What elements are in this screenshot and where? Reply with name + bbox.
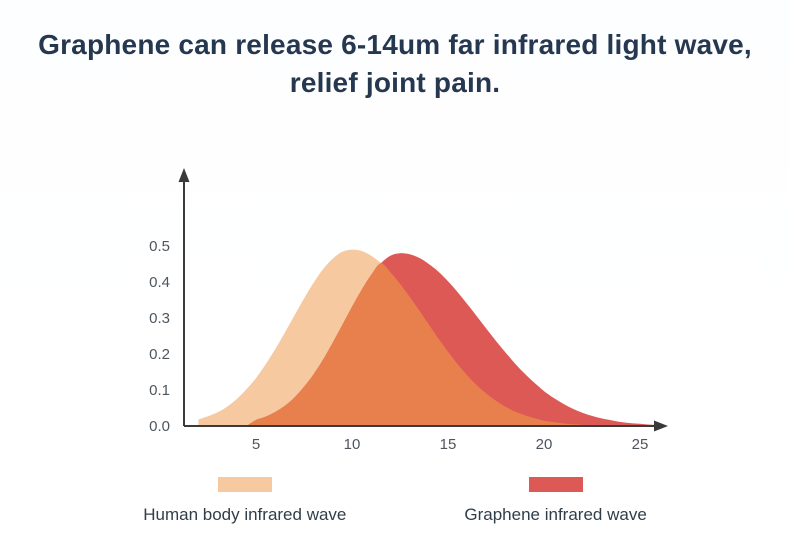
x-tick-label: 25 (632, 436, 649, 453)
y-tick-label: 0.2 (149, 346, 170, 363)
infrared-wave-chart: 0.0 0.1 0.2 0.3 0.4 0.5 5 10 15 20 25 (0, 146, 790, 486)
graphene-wave-label: Graphene infrared wave (464, 505, 647, 524)
chart-svg: 0.0 0.1 0.2 0.3 0.4 0.5 5 10 15 20 25 (149, 168, 668, 453)
y-tick-label: 0.1 (149, 382, 170, 399)
y-tick-label: 0.0 (149, 418, 170, 435)
title-line-2: relief joint pain. (289, 67, 501, 98)
y-axis-arrow-icon (178, 168, 190, 182)
x-axis-arrow-icon (654, 420, 668, 432)
y-tick-label: 0.5 (149, 238, 170, 255)
y-tick-label: 0.4 (149, 274, 170, 291)
human-wave-swatch (217, 477, 272, 492)
x-tick-label: 15 (440, 436, 457, 453)
title-line-1: Graphene can release 6-14um far infrared… (38, 29, 752, 60)
x-tick-label: 5 (252, 436, 260, 453)
overlap-area (246, 263, 592, 426)
page-title: Graphene can release 6-14um far infrared… (0, 26, 790, 102)
chart-legend: Human body infrared wave Graphene infrar… (0, 477, 790, 525)
y-tick-label: 0.3 (149, 310, 170, 327)
legend-item-graphene: Graphene infrared wave (464, 477, 647, 525)
x-tick-label: 10 (344, 436, 361, 453)
x-tick-label: 20 (536, 436, 553, 453)
legend-item-human-body: Human body infrared wave (143, 477, 346, 525)
human-wave-label: Human body infrared wave (143, 505, 347, 524)
graphene-wave-swatch (528, 477, 583, 492)
